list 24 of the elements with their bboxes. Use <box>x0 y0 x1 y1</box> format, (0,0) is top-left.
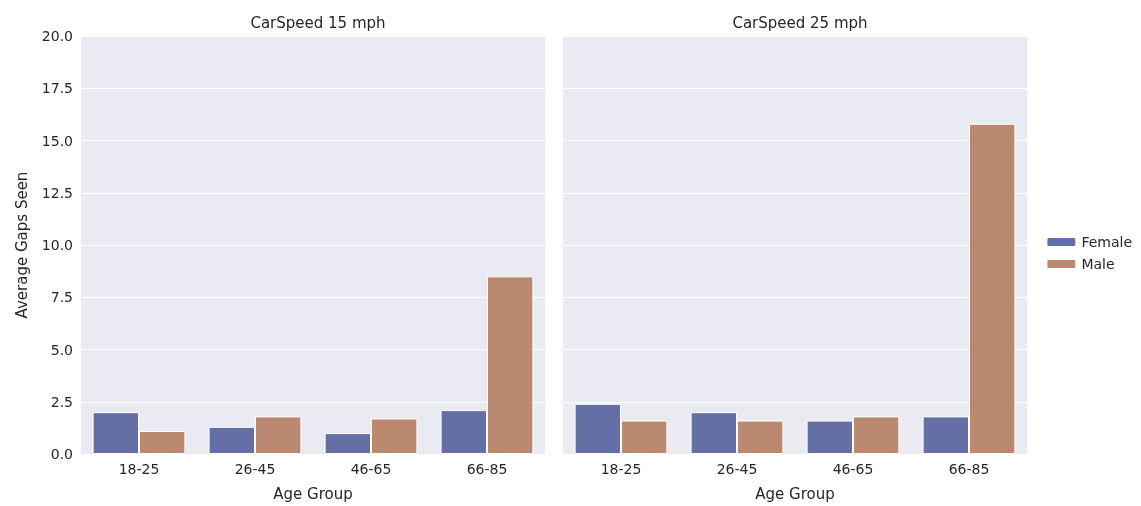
x-tick-label: 46-65 <box>350 461 392 477</box>
y-tick-label: 0.0 <box>50 446 73 462</box>
x-tick-label: 26-45 <box>234 461 276 477</box>
x-tick-label: 26-45 <box>716 461 758 477</box>
x-axis-title: Age Group <box>755 484 835 503</box>
y-tick-label: 7.5 <box>50 289 73 306</box>
x-tick-label: 46-65 <box>832 461 874 477</box>
x-tick-label: 66-85 <box>466 461 508 477</box>
legend-label: Female <box>1081 234 1132 250</box>
y-tick-label: 12.5 <box>41 184 73 201</box>
x-tick-label: 18-25 <box>600 461 642 477</box>
chart-title: CarSpeed 25 mph <box>732 13 868 32</box>
y-axis-title: Average Gaps Seen <box>12 171 31 319</box>
x-axis-title: Age Group <box>273 484 353 503</box>
x-tick-label: 18-25 <box>118 461 160 477</box>
y-tick-label: 15.0 <box>41 132 73 149</box>
y-tick-label: 2.5 <box>50 393 73 410</box>
y-tick-label: 17.5 <box>41 80 73 97</box>
y-tick-label: 5.0 <box>50 341 73 358</box>
legend-label: Male <box>1081 256 1115 272</box>
chart-title: CarSpeed 15 mph <box>250 13 386 32</box>
y-tick-label: 20.0 <box>41 28 73 44</box>
y-tick-label: 10.0 <box>41 237 73 253</box>
x-tick-label: 66-85 <box>948 461 990 477</box>
